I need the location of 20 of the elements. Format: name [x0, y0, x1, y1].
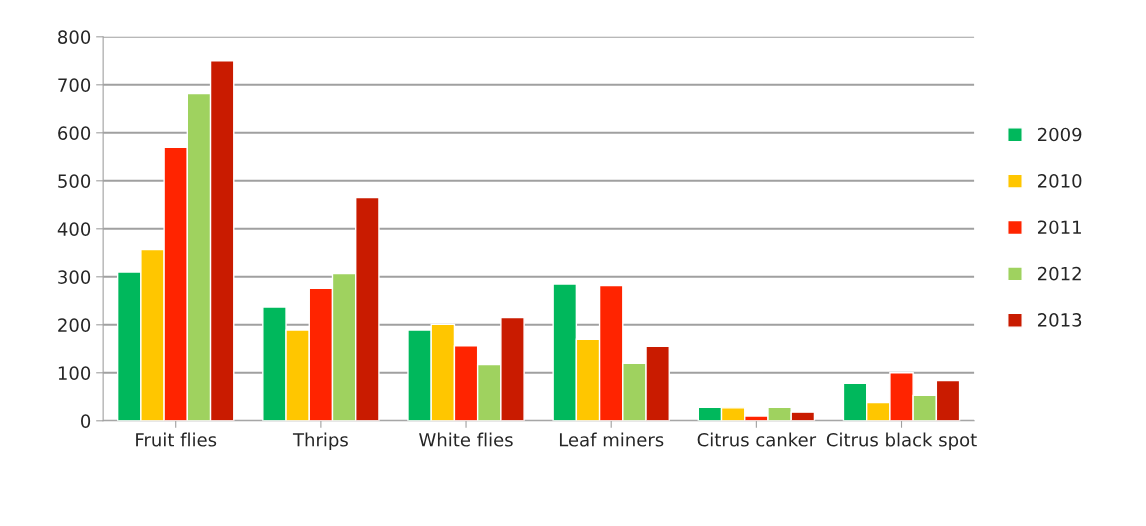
- y-tick-label: 100: [58, 366, 91, 380]
- y-tick-label: 200: [58, 318, 91, 332]
- legend-label: 2010: [1037, 174, 1082, 188]
- legend-label: 2013: [1037, 313, 1082, 327]
- y-tick-label: 600: [58, 126, 91, 140]
- x-tick-label: White flies: [419, 432, 513, 447]
- y-tick-label: 800: [58, 30, 91, 44]
- x-tick-label: Citrus canker: [697, 432, 817, 447]
- y-tick-label: 400: [57, 222, 91, 236]
- x-tick-label: Thrips: [292, 432, 348, 451]
- legend-label: 2012: [1037, 266, 1081, 281]
- y-tick-label: 300: [58, 270, 91, 284]
- legend-label: 2009: [1037, 127, 1082, 142]
- x-tick-label: Citrus black spot: [826, 432, 977, 451]
- x-tick-label: Fruit flies: [136, 432, 217, 447]
- legend-label: 2011: [1037, 220, 1081, 235]
- y-tick-label: 0: [81, 414, 91, 428]
- y-tick-label: 500: [58, 174, 91, 188]
- y-tick-label: 700: [58, 78, 91, 92]
- x-tick-label: Leaf miners: [559, 432, 664, 447]
